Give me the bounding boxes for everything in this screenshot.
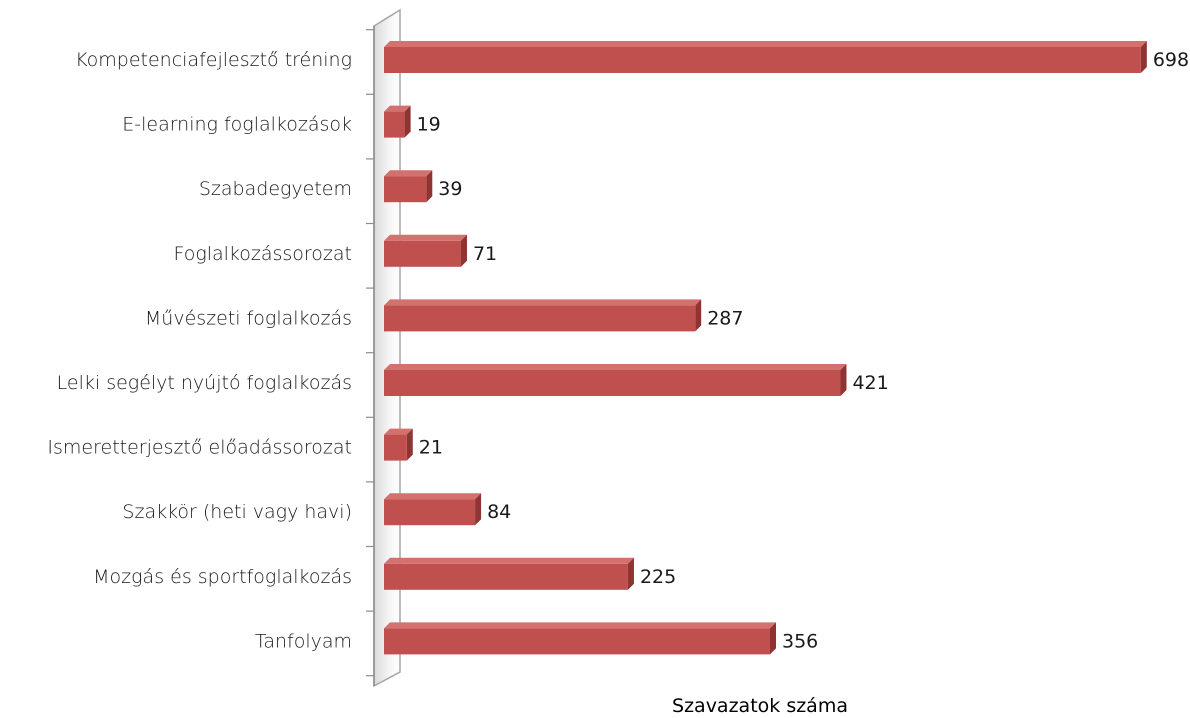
- value-label: 225: [640, 566, 676, 588]
- bar: [384, 364, 847, 396]
- bar: [384, 170, 433, 203]
- bar-top-face: [384, 170, 433, 177]
- bar-front-face: [384, 370, 841, 396]
- category-label: Művészeti foglalkozás: [145, 307, 352, 329]
- value-label: 19: [417, 114, 441, 136]
- bar-front-face: [384, 628, 771, 655]
- bar-top-face: [384, 41, 1147, 47]
- value-label: 71: [473, 243, 497, 265]
- bar: [384, 105, 411, 138]
- bar-front-face: [384, 111, 405, 138]
- category-label: Kompetenciafejlesztő tréning: [75, 49, 352, 71]
- bar: [384, 493, 482, 526]
- category-label: Tanfolyam: [255, 630, 352, 652]
- bar-top-face: [384, 299, 702, 306]
- bar-side-face: [426, 170, 433, 203]
- bar: [384, 622, 777, 655]
- bar: [384, 234, 467, 267]
- bar-side-face: [404, 105, 411, 138]
- bar-front-face: [384, 176, 427, 203]
- category-label: Ismeretterjesztő előadássorozat: [47, 437, 352, 459]
- bar-top-face: [384, 428, 413, 435]
- category-label: Szabadegyetem: [199, 178, 352, 200]
- category-label: Lelki segélyt nyújtó foglalkozás: [57, 372, 352, 394]
- bar-top-face: [384, 364, 847, 370]
- bar-top-face: [384, 622, 777, 629]
- bar-side-face: [770, 622, 777, 655]
- x-axis-title: Szavazatok száma: [672, 695, 848, 717]
- bar-front-face: [384, 563, 628, 590]
- bar: [384, 557, 634, 590]
- value-label: 39: [438, 178, 462, 200]
- bar: [384, 428, 413, 461]
- category-labels: Kompetenciafejlesztő tréning E-learning f…: [47, 49, 352, 652]
- bar-front-face: [384, 240, 461, 267]
- bar-side-face: [627, 557, 634, 590]
- bar-top-face: [384, 493, 482, 500]
- bar: [384, 41, 1147, 73]
- bar-top-face: [384, 105, 411, 112]
- value-label: 698: [1153, 49, 1189, 71]
- value-label: 356: [782, 630, 818, 652]
- category-label: Szakkör (heti vagy havi): [122, 501, 352, 523]
- bar-side-face: [460, 234, 467, 267]
- bar-side-face: [1140, 41, 1147, 73]
- bar-side-face: [475, 493, 482, 526]
- bar-side-face: [840, 364, 847, 396]
- value-label: 287: [707, 307, 743, 329]
- category-label: Foglalkozássorozat: [173, 243, 352, 265]
- bar-front-face: [384, 434, 407, 461]
- bar-side-face: [406, 428, 413, 461]
- bar-side-face: [695, 299, 702, 332]
- value-label: 421: [852, 372, 888, 394]
- bars-group: [384, 41, 1147, 655]
- value-labels: 698 19 39 71 287 421 21 84 225 356: [417, 49, 1189, 652]
- bar: [384, 299, 702, 332]
- value-label: 21: [419, 437, 443, 459]
- value-label: 84: [487, 501, 511, 523]
- bar-top-face: [384, 234, 467, 241]
- bar-front-face: [384, 47, 1141, 73]
- bar-front-face: [384, 499, 476, 526]
- category-label: E-learning foglalkozások: [122, 114, 352, 136]
- bar-front-face: [384, 305, 696, 332]
- bar-top-face: [384, 557, 634, 564]
- category-label: Mozgás és sportfoglalkozás: [93, 566, 352, 588]
